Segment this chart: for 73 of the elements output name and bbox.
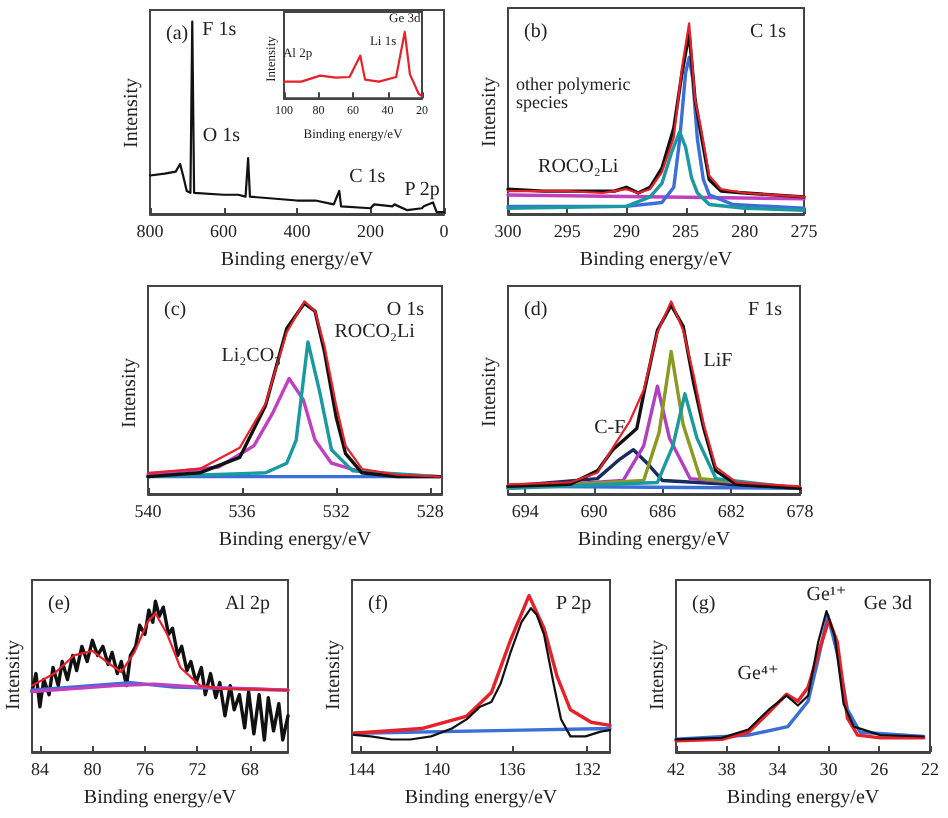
x-tick-label: 295	[553, 221, 582, 241]
chart-title: (b)	[524, 21, 548, 43]
chart-title: (c)	[164, 299, 187, 321]
x-tick-label: 682	[717, 501, 745, 521]
x-tick-label: 42	[667, 759, 685, 779]
annotation: C 1s	[349, 165, 386, 188]
x-tick-label: 34	[768, 759, 788, 779]
annotation: ROCO₂Li	[334, 320, 416, 343]
x-tick-label: 686	[649, 501, 678, 521]
chart-title: (f)	[368, 593, 388, 615]
x-tick-label: 528	[416, 501, 445, 521]
x-axis-title: Binding energy/eV	[220, 249, 375, 271]
x-tick-label: 678	[786, 501, 815, 521]
x-tick-label: 0	[439, 221, 450, 241]
annotation: other polymeric species	[516, 73, 635, 112]
x-axis-title: Binding energy/eV	[83, 787, 238, 809]
x-axis-title: Binding energy/eV	[577, 529, 732, 551]
chart-title: (g)	[692, 593, 716, 615]
x-tick-label: 532	[322, 501, 350, 521]
x-tick-label: 290	[612, 221, 641, 241]
chart-subtitle: Ge 3d	[863, 593, 913, 615]
y-axis-title: Intensity	[3, 640, 25, 710]
chart-subtitle: C 1s	[749, 21, 787, 43]
annotation: P 2p	[404, 179, 440, 202]
chart-subtitle: O 1s	[386, 299, 425, 321]
y-axis-title: Intensity	[647, 640, 669, 710]
y-axis-title: Intensity	[119, 358, 141, 428]
x-tick-label: 68	[240, 759, 260, 779]
annotation: Ge⁴⁺	[737, 662, 779, 685]
x-tick-label: 132	[573, 759, 601, 779]
annotation: Ge¹⁺	[806, 584, 847, 607]
y-axis-title: Intensity	[479, 357, 501, 427]
annotation: O 1s	[202, 125, 241, 148]
y-axis-title: Intensity	[323, 640, 345, 710]
y-axis-title: Intensity	[121, 78, 143, 148]
x-tick-label: 400	[283, 221, 312, 241]
x-tick-label: 26	[870, 759, 890, 779]
x-tick-label: 72	[188, 759, 207, 779]
annotation: F 1s	[202, 18, 237, 41]
x-tick-label: 540	[134, 501, 163, 521]
annotation: C-F	[594, 416, 627, 439]
annotation: ROCO₂Li	[538, 156, 619, 179]
chart-title: (d)	[524, 299, 548, 321]
x-tick-label: 136	[498, 759, 527, 779]
x-tick-label: 690	[580, 501, 609, 521]
x-tick-label: 76	[135, 759, 155, 779]
y-axis-title: Intensity	[479, 77, 501, 147]
x-axis-title: Binding energy/eV	[218, 529, 373, 551]
chart-title: (e)	[48, 593, 71, 615]
x-tick-label: 80	[83, 759, 103, 779]
x-tick-label: 30	[819, 759, 839, 779]
x-axis-title: Binding energy/eV	[404, 787, 559, 809]
x-tick-label: 536	[228, 501, 257, 521]
x-tick-label: 144	[347, 759, 376, 779]
x-tick-label: 600	[210, 221, 238, 241]
x-tick-label: 140	[423, 759, 452, 779]
x-tick-label: 22	[921, 759, 939, 779]
x-tick-label: 285	[672, 221, 701, 241]
annotation: LiF	[703, 349, 734, 372]
x-tick-label: 200	[357, 221, 385, 241]
chart-subtitle: P 2p	[555, 593, 592, 615]
chart-title: (a)	[166, 23, 189, 45]
x-tick-label: 300	[494, 221, 523, 241]
chart-subtitle: F 1s	[748, 299, 783, 321]
x-tick-label: 84	[30, 759, 50, 779]
x-axis-title: Binding energy/eV	[579, 249, 734, 271]
x-tick-label: 38	[717, 759, 737, 779]
x-axis-title: Binding energy/eV	[726, 787, 881, 809]
chart-subtitle: Al 2p	[225, 593, 270, 615]
x-tick-label: 694	[511, 501, 540, 521]
x-tick-label: 800	[136, 221, 165, 241]
x-tick-label: 275	[790, 221, 819, 241]
x-tick-label: 280	[731, 221, 760, 241]
